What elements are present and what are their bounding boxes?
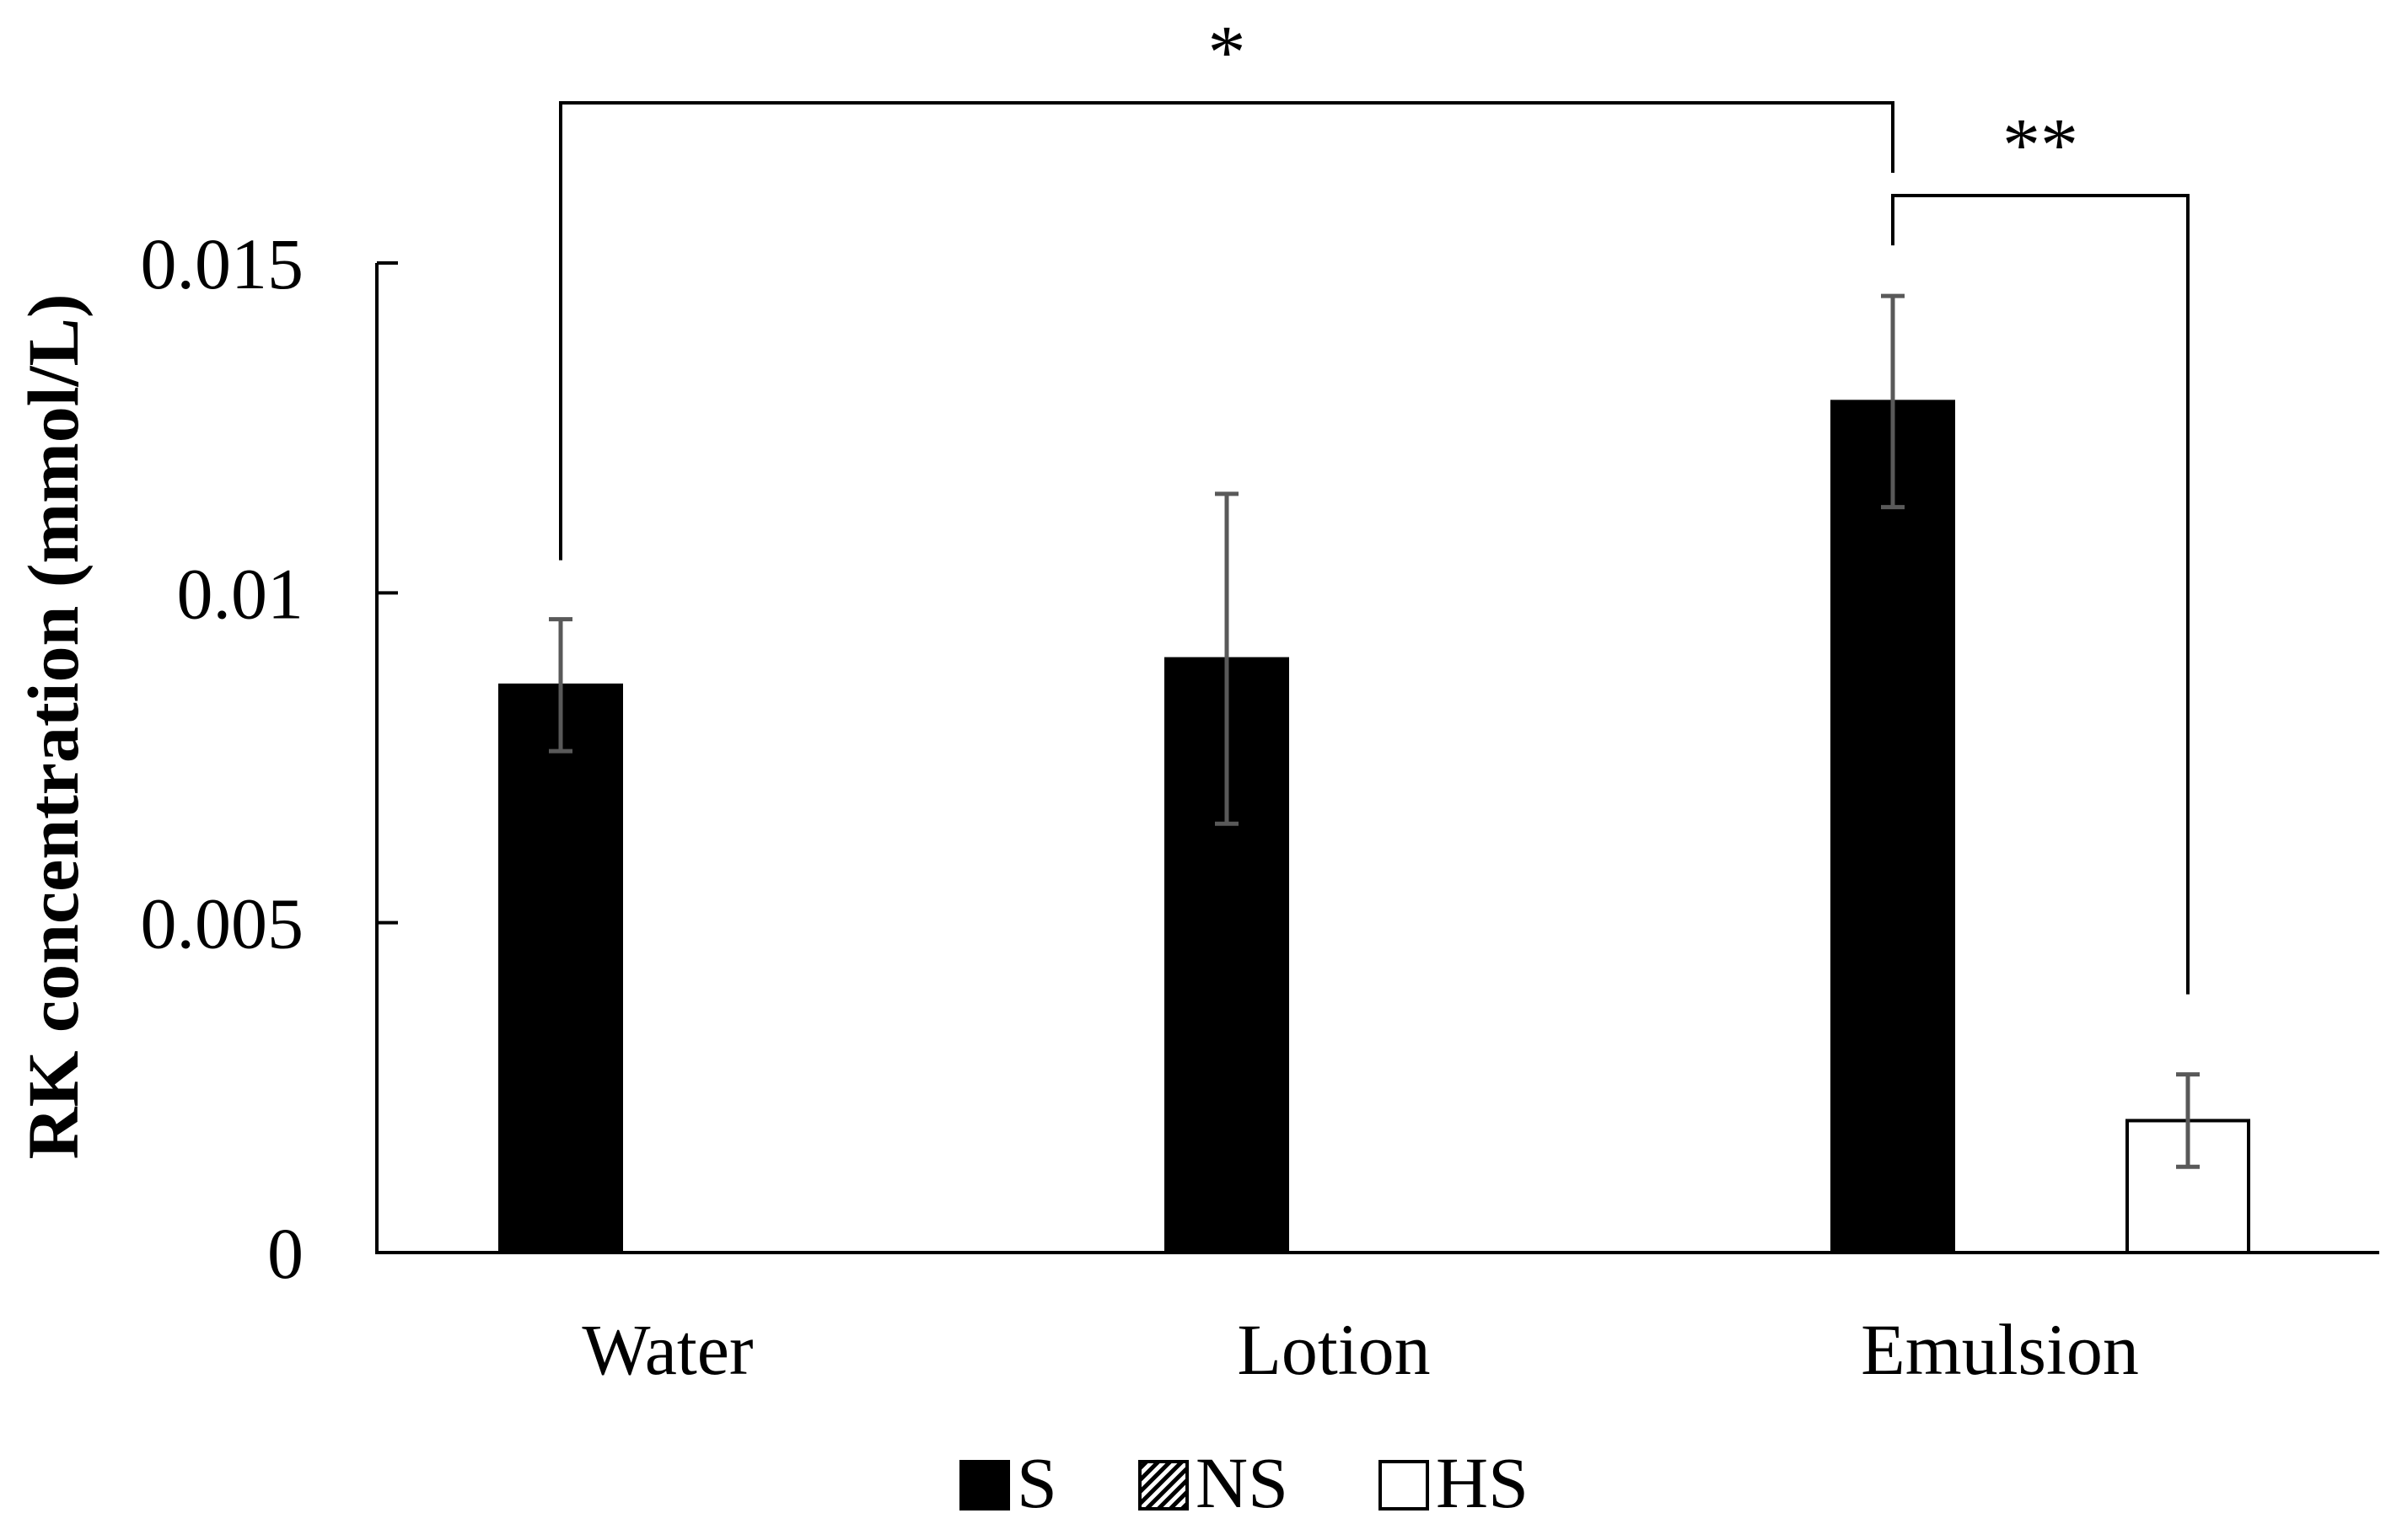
category-label-lotion: Lotion — [1237, 1309, 1430, 1390]
significance-marker: ** — [2002, 104, 2078, 187]
significance-marker: * — [1208, 11, 1246, 94]
bars — [498, 400, 2250, 1255]
legend-label-hs: HS — [1436, 1442, 1529, 1523]
y-axis-ticks: 0 0.005 0.01 0.015 — [141, 223, 398, 1294]
error-bars — [549, 293, 2200, 1169]
y-tick-label: 0.005 — [141, 883, 304, 964]
x-axis-category-labels: Water Lotion Emulsion — [582, 1309, 2138, 1390]
legend-swatch-hs — [1378, 1460, 1429, 1510]
bar-water-s — [498, 683, 623, 1254]
y-tick-label: 0.015 — [141, 223, 304, 304]
y-tick-label: 0 — [267, 1213, 304, 1294]
significance-bracket — [559, 101, 1894, 561]
significance-bracket — [1891, 194, 2190, 995]
category-label-water: Water — [582, 1309, 753, 1390]
legend-swatch-ns — [1138, 1460, 1189, 1510]
y-tick-label: 0.01 — [177, 553, 304, 634]
legend-label-ns: NS — [1196, 1442, 1288, 1523]
legend: S NS HS — [959, 1442, 1529, 1523]
significance-brackets: *** — [559, 11, 2190, 995]
category-label-emulsion: Emulsion — [1861, 1309, 2139, 1390]
y-axis-label: RK concentration (mmol/L) — [13, 293, 94, 1159]
legend-label-s: S — [1017, 1442, 1057, 1523]
bar-emulsion-s — [1830, 400, 1955, 1254]
axes — [375, 263, 2379, 1254]
legend-swatch-s — [959, 1460, 1010, 1510]
